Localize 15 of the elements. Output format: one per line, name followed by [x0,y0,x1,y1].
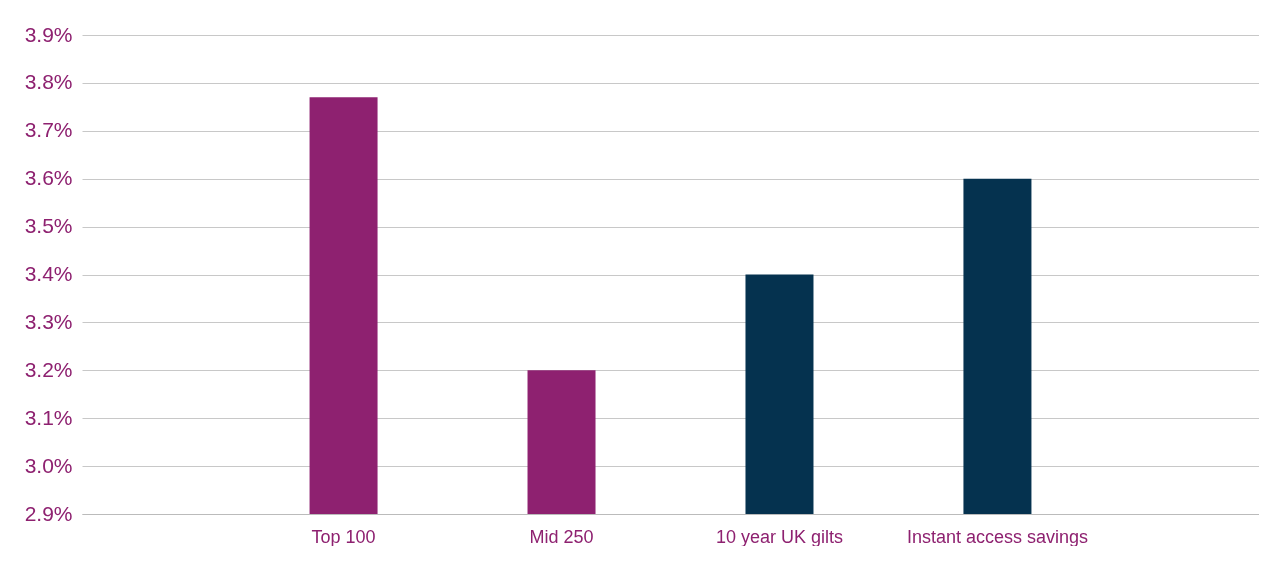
y-tick-label: 3.8% [24,70,73,94]
y-tick-label: 3.4% [24,262,73,285]
y-tick-label: 3.6% [24,166,73,190]
y-tick-label: 2.9% [24,501,73,525]
x-tick-label: Mid 250 [529,526,594,547]
x-tick-label: 10 year UK gilts [715,526,844,547]
y-tick-label: 3.0% [24,453,73,477]
y-tick-label: 3.2% [24,357,73,381]
y-tick-label: 3.9% [24,22,73,46]
y-tick-label: 3.7% [24,118,73,142]
y-tick-label: 3.1% [24,405,73,429]
y-tick-label: 3.3% [24,309,73,333]
x-tick-label: Top 100 [311,526,376,547]
x-tick-label: Instant access savings [906,526,1088,547]
y-tick-label: 3.5% [24,214,73,238]
